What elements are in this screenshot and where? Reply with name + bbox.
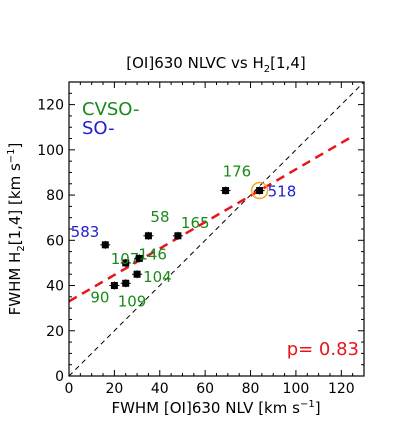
point-label: 58 — [150, 208, 169, 226]
legend-entry-so: SO- — [82, 118, 115, 139]
y-axis-label-rest: ] — [6, 143, 24, 149]
data-point — [110, 282, 118, 290]
x-axis-label-superscript: −1 — [300, 399, 315, 410]
point-label: 165 — [181, 214, 210, 232]
y-tick-label: 80 — [46, 188, 64, 204]
fit-line — [68, 135, 354, 303]
data-point — [133, 270, 141, 278]
y-axis-label-main: FWHM H — [6, 252, 24, 316]
y-tick-label: 20 — [46, 324, 64, 340]
x-tick-label: 20 — [105, 381, 123, 397]
legend-entry-cvso: CVSO- — [82, 99, 139, 120]
x-tick-label: 0 — [65, 381, 74, 397]
chart-title-subscript: 2 — [264, 64, 270, 75]
point-label: 146 — [138, 245, 167, 263]
ticks: 0 20 40 60 80 100 120 0 20 40 60 80 100 120 — [37, 82, 364, 397]
y-axis-label-mid: [1,4] [km s — [6, 163, 24, 245]
point-label: 90 — [90, 289, 109, 307]
point-label: 583 — [71, 223, 100, 241]
x-tick-label: 60 — [196, 381, 214, 397]
data-point — [135, 254, 143, 262]
data-point — [256, 187, 264, 195]
y-axis-label: FWHM H2[1,4] [km s−1] — [6, 143, 27, 316]
y-tick-label: 0 — [55, 369, 64, 385]
data-point — [101, 241, 109, 249]
x-tick-label: 100 — [283, 381, 310, 397]
x-tick-label: 80 — [242, 381, 260, 397]
y-tick-label: 120 — [37, 98, 64, 114]
y-tick-label: 40 — [46, 279, 64, 295]
y-axis-label-superscript: −1 — [6, 148, 17, 163]
highlight-circle — [250, 181, 269, 200]
plot-frame — [68, 81, 365, 377]
chart-title-main: [OI]630 NLVC vs H — [126, 54, 264, 72]
data-point — [144, 232, 152, 240]
correlation-annotation: p= 0.83 — [287, 339, 359, 360]
x-tick-label: 40 — [151, 381, 169, 397]
data-point — [174, 232, 182, 240]
x-axis-label-rest: ] — [315, 399, 321, 417]
y-axis-label-subscript: 2 — [16, 245, 27, 251]
chart-title: [OI]630 NLVC vs H2[1,4] — [126, 54, 305, 75]
point-label: 518 — [268, 183, 297, 201]
y-tick-label: 60 — [46, 233, 64, 249]
data-point — [122, 259, 130, 267]
point-label: 104 — [143, 268, 172, 286]
chart-title-rest: [1,4] — [270, 54, 306, 72]
point-label: 109 — [118, 292, 147, 310]
one-to-one-line — [68, 81, 365, 377]
data-point — [122, 279, 130, 287]
point-label: 176 — [223, 163, 252, 181]
x-axis-label-main: FWHM [OI]630 NLV [km s — [111, 399, 300, 417]
data-point — [222, 187, 230, 195]
y-tick-label: 100 — [37, 143, 64, 159]
x-axis-label: FWHM [OI]630 NLV [km s−1] — [111, 399, 320, 417]
x-tick-label: 120 — [328, 381, 355, 397]
point-label: 107 — [111, 250, 140, 268]
reference-lines — [68, 81, 365, 377]
